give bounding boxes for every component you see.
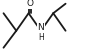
Text: H: H xyxy=(38,33,44,42)
Text: N: N xyxy=(38,23,44,32)
Text: O: O xyxy=(26,0,33,8)
